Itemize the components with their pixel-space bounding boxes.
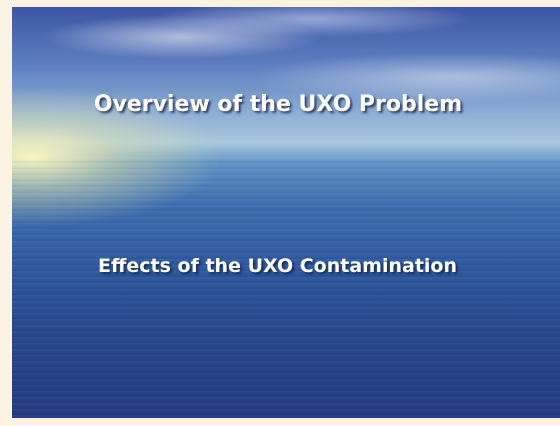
slide-title: Overview of the UXO Problem <box>12 92 544 117</box>
page: Overview of the UXO Problem Effects of t… <box>0 0 560 426</box>
slide-subtitle: Effects of the UXO Contamination <box>98 255 457 277</box>
slide: Overview of the UXO Problem Effects of t… <box>12 7 560 418</box>
sea-texture <box>12 157 560 418</box>
